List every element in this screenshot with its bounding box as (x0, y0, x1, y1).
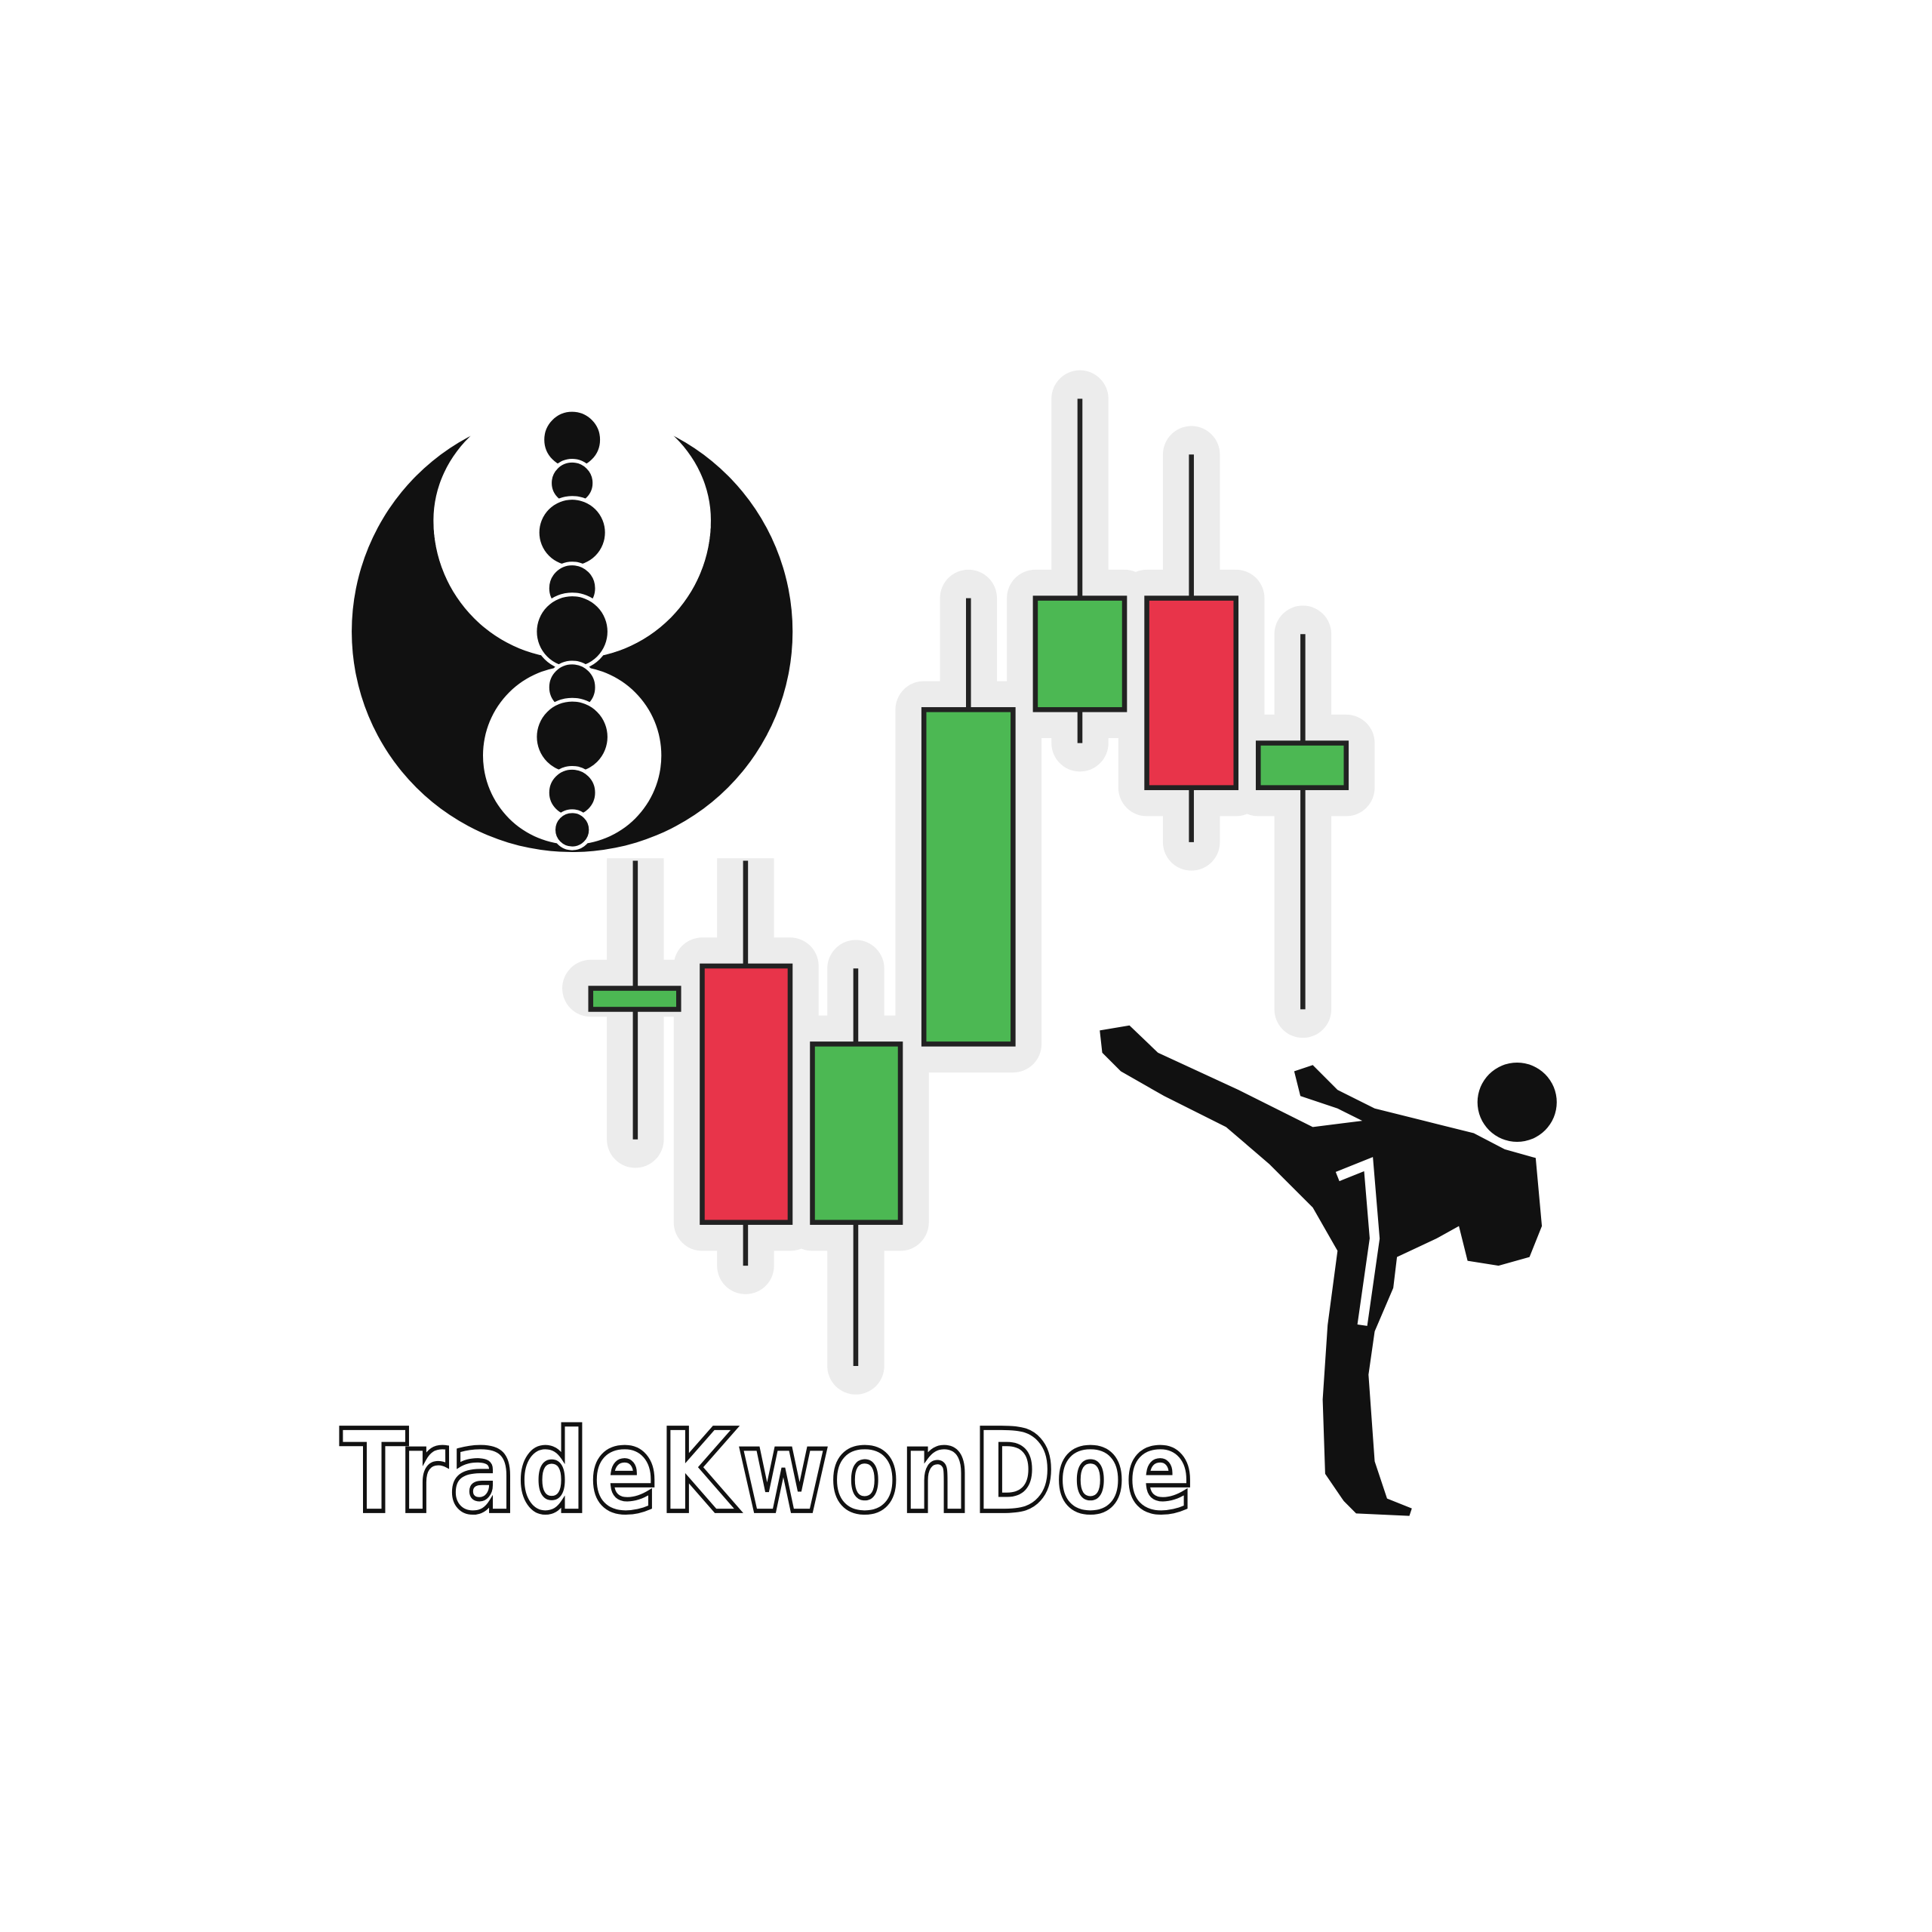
candle-up (1256, 740, 1349, 790)
candle-up (921, 707, 1016, 1047)
chain-link (535, 496, 609, 570)
candlesticks (588, 398, 1349, 1367)
kicker-body (1100, 1025, 1543, 1516)
candle-down (700, 963, 793, 1225)
brand-name: TradeKwonDoe (340, 1405, 1195, 1538)
kicker-head (1477, 1063, 1557, 1143)
emblem-chain (533, 408, 611, 851)
candle-up (810, 1041, 903, 1225)
candle-up (1032, 595, 1128, 712)
chain-link (533, 697, 611, 777)
kicker (1100, 1025, 1557, 1516)
candle-up (588, 986, 681, 1012)
candle-down (1144, 595, 1239, 790)
chain-link (533, 592, 611, 671)
kicker-belt (1335, 1157, 1380, 1326)
emblem (337, 396, 808, 859)
chain-link (552, 809, 593, 851)
